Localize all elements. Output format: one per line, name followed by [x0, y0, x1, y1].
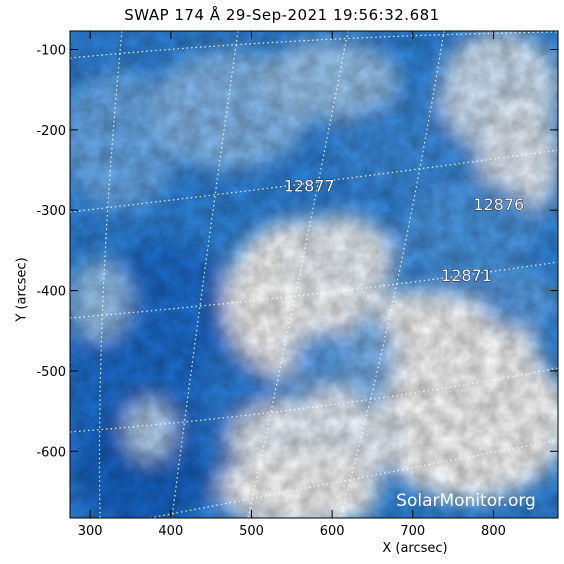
x-tick-label: 300 — [78, 524, 103, 539]
active-region-label: 12876 — [473, 195, 524, 214]
plot-frame — [69, 30, 559, 519]
y-tick-label: -400 — [36, 285, 66, 300]
active-region-label: 12871 — [441, 266, 492, 285]
x-axis-label: X (arcsec) — [382, 541, 448, 556]
heliographic-grid — [70, 31, 558, 518]
y-tick-label: -100 — [36, 43, 66, 58]
x-tick-label: 400 — [158, 524, 183, 539]
y-tick-label: -300 — [36, 204, 66, 219]
x-tick-label: 800 — [481, 524, 506, 539]
sun-image — [70, 31, 558, 518]
y-tick-label: -600 — [36, 445, 66, 460]
x-tick-label: 700 — [400, 524, 425, 539]
x-tick-label: 500 — [239, 524, 264, 539]
watermark: SolarMonitor.org — [396, 491, 536, 511]
y-tick-label: -500 — [36, 365, 66, 380]
active-region-label: 12877 — [284, 177, 335, 196]
x-axis: 300 400 500 600 700 800 — [78, 31, 506, 539]
y-axis: -100 -200 -300 -400 -500 -600 — [36, 43, 558, 460]
active-regions: 12877 12876 12871 — [283, 176, 524, 285]
y-axis-label: Y (arcsec) — [14, 257, 30, 322]
x-tick-label: 600 — [320, 524, 345, 539]
y-tick-label: -200 — [36, 124, 66, 139]
plot-title: SWAP 174 Å 29-Sep-2021 19:56:32.681 — [124, 6, 440, 24]
